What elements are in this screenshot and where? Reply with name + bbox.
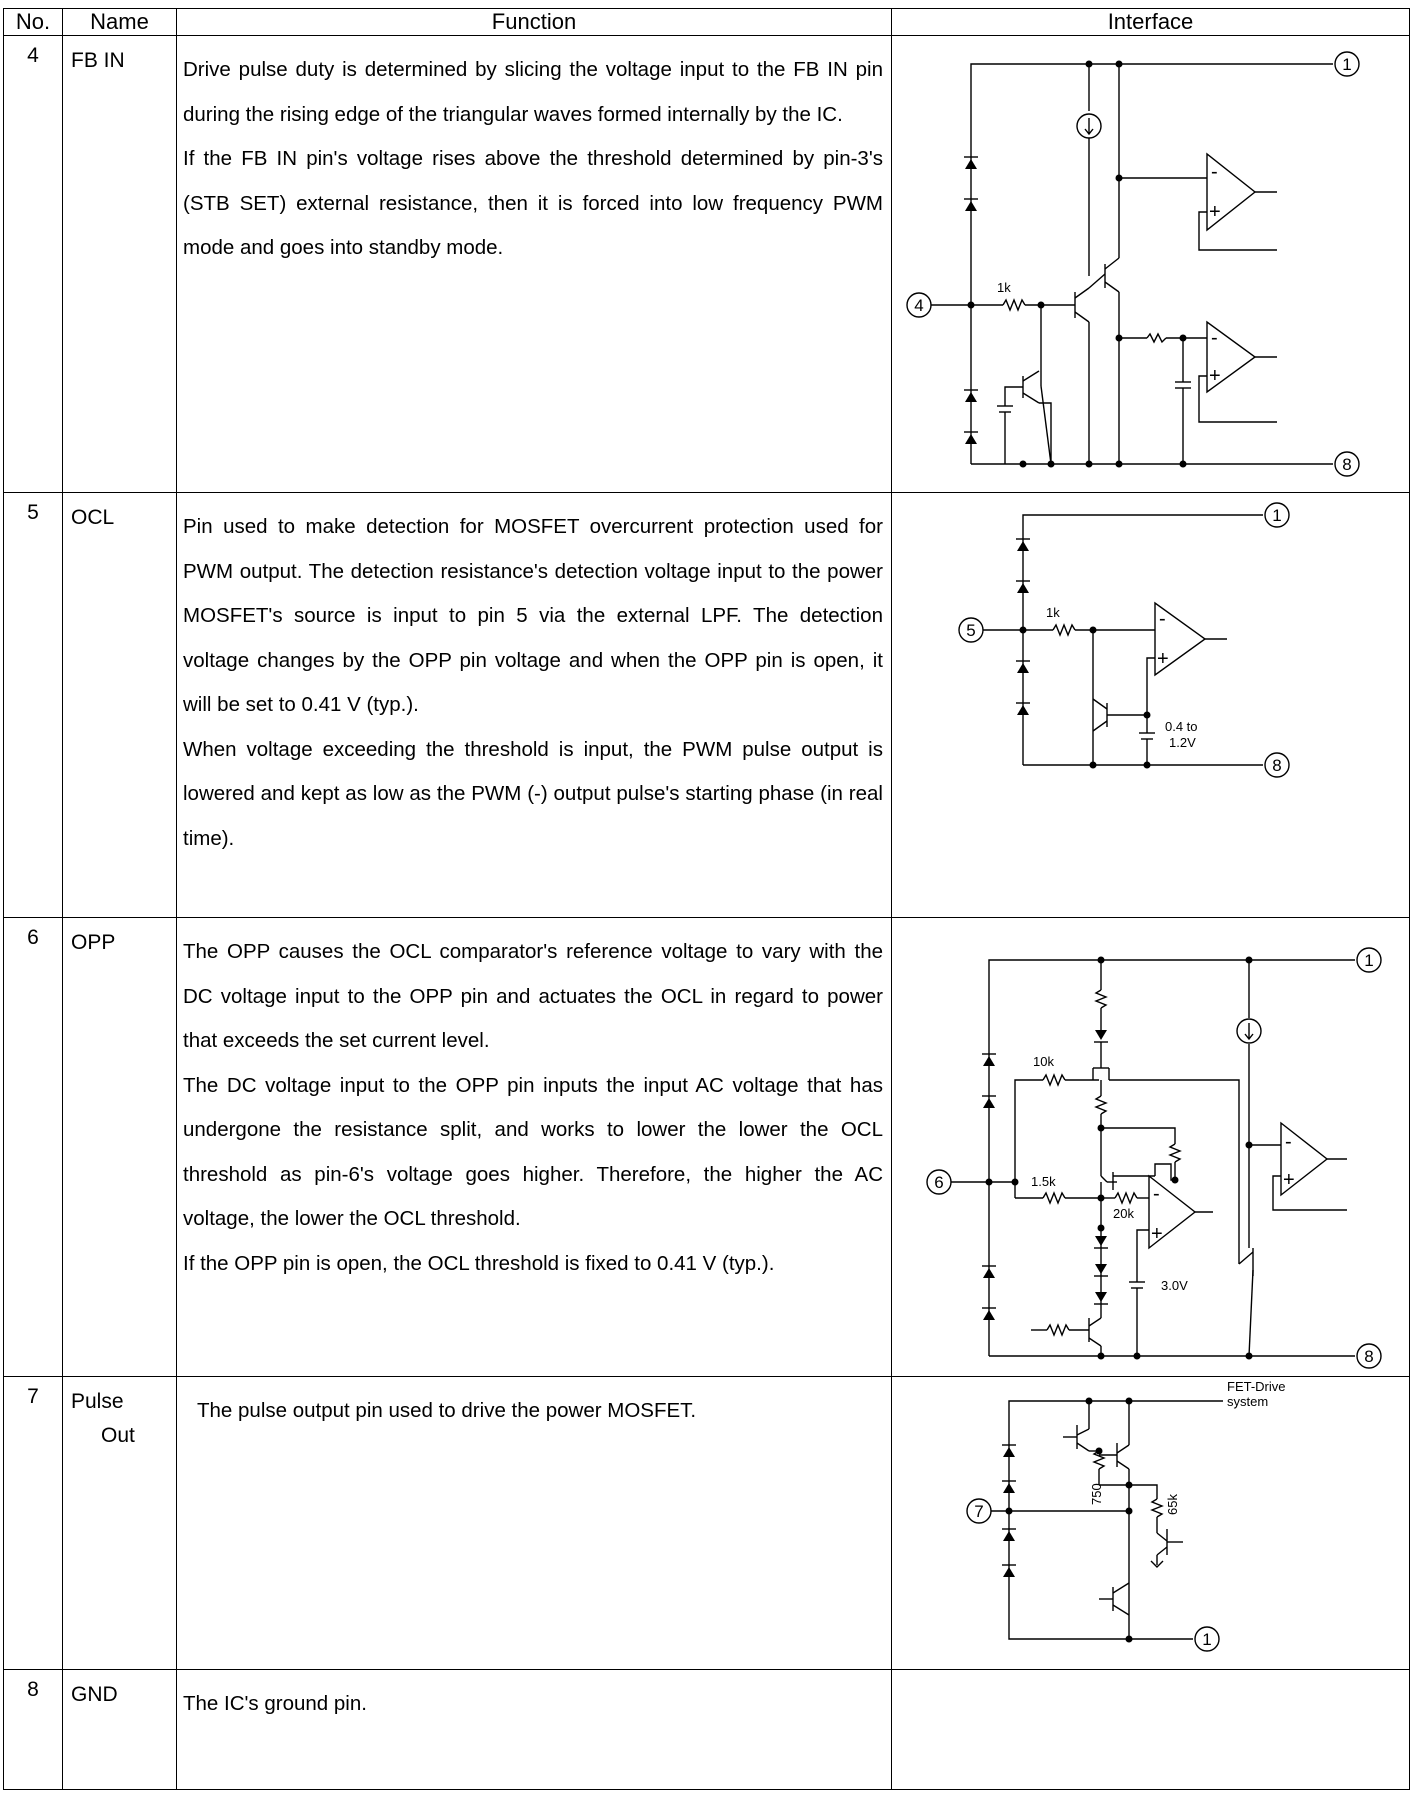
- comp-plus: +: [1209, 365, 1221, 387]
- table-row-pin-4: 4 FB IN Drive pulse duty is determined b…: [3, 35, 1410, 493]
- pin-interface: 1 8 4 1k: [891, 35, 1410, 493]
- pin-number: 8: [3, 1669, 63, 1790]
- pin-number: 4: [3, 35, 63, 493]
- comp-plus: +: [1151, 1223, 1163, 1245]
- comp-plus: +: [1283, 1169, 1295, 1191]
- ref-voltage-label: 1.2V: [1169, 735, 1196, 750]
- comp-minus: -: [1159, 608, 1166, 630]
- resistor-label: 1k: [997, 280, 1011, 295]
- pin-name: OCL: [62, 492, 177, 918]
- pin-function: The pulse output pin used to drive the p…: [176, 1376, 892, 1670]
- pin-interface: 1 8 5 1k -: [891, 492, 1410, 918]
- function-paragraph: If the FB IN pin's voltage rises above t…: [183, 147, 883, 259]
- ocl-interface-circuit: 1 8 5 1k -: [957, 502, 1290, 778]
- comp-minus: -: [1285, 1131, 1292, 1153]
- fb-in-interface-circuit: 1 8 4 1k: [905, 51, 1360, 477]
- fet-drive-label: FET-Drive: [1227, 1379, 1286, 1394]
- pin-function-table: No. Name Function Interface 4 FB IN Driv…: [3, 8, 1410, 1790]
- resistor-label-20k: 20k: [1113, 1206, 1134, 1221]
- comp-minus: -: [1153, 1183, 1160, 1205]
- pin-label-input: 4: [914, 296, 923, 315]
- pin-function: The IC's ground pin.: [176, 1669, 892, 1790]
- pin-label-bottom: 1: [1202, 1630, 1211, 1649]
- table-row-pin-8: 8 GND The IC's ground pin.: [3, 1669, 1410, 1790]
- table-row-pin-6: 6 OPP The OPP causes the OCL comparator'…: [3, 917, 1410, 1377]
- pin-name-line: OCL: [71, 506, 115, 529]
- resistor-label: 1k: [1046, 605, 1060, 620]
- function-paragraph: The IC's ground pin.: [183, 1692, 367, 1715]
- pin-interface-empty: [891, 1669, 1410, 1790]
- pin-label-top: 1: [1272, 506, 1281, 525]
- pin-label-bottom: 8: [1364, 1347, 1373, 1366]
- function-paragraph: The OPP causes the OCL comparator's refe…: [183, 940, 883, 1052]
- resistor-label-750: 750: [1089, 1483, 1104, 1505]
- pin-label-top: 1: [1364, 951, 1373, 970]
- opp-interface-circuit: 1 8 6 10k: [925, 947, 1382, 1369]
- header-interface: Interface: [891, 8, 1410, 36]
- table-header-row: No. Name Function Interface: [3, 8, 1410, 36]
- pin-name-line: Out: [101, 1424, 135, 1447]
- pin-function: The OPP causes the OCL comparator's refe…: [176, 917, 892, 1377]
- fet-drive-label: system: [1227, 1394, 1268, 1409]
- pin-name-line: OPP: [71, 931, 116, 954]
- header-no: No.: [3, 8, 63, 36]
- pin-name: FB IN: [62, 35, 177, 493]
- pin-interface: 1 8 6 10k: [891, 917, 1410, 1377]
- pulse-out-interface-circuit: FET-Drive system 7 1: [965, 1379, 1286, 1652]
- table-row-pin-5: 5 OCL Pin used to make detection for MOS…: [3, 492, 1410, 918]
- pin-number: 6: [3, 917, 63, 1377]
- pin-name-line: FB IN: [71, 49, 125, 72]
- pin-label-bottom: 8: [1272, 756, 1281, 775]
- comp-plus: +: [1209, 201, 1221, 223]
- pin-name: GND: [62, 1669, 177, 1790]
- pin-number: 7: [3, 1376, 63, 1670]
- function-paragraph: The pulse output pin used to drive the p…: [197, 1399, 697, 1422]
- function-paragraph: Pin used to make detection for MOSFET ov…: [183, 515, 883, 716]
- pin-label-bottom: 8: [1342, 455, 1351, 474]
- pin-interface: FET-Drive system 7 1: [891, 1376, 1410, 1670]
- resistor-label-65k: 65k: [1165, 1494, 1180, 1515]
- header-function: Function: [176, 8, 892, 36]
- function-paragraph: Drive pulse duty is determined by slicin…: [183, 58, 883, 126]
- resistor-label-10k: 10k: [1033, 1054, 1054, 1069]
- function-paragraph: When voltage exceeding the threshold is …: [183, 737, 883, 850]
- comp-minus: -: [1211, 327, 1218, 349]
- pin-name: OPP: [62, 917, 177, 1377]
- header-name: Name: [62, 8, 177, 36]
- pin-label-top: 1: [1342, 55, 1351, 74]
- pin-function: Pin used to make detection for MOSFET ov…: [176, 492, 892, 918]
- table-row-pin-7: 7 Pulse Out The pulse output pin used to…: [3, 1376, 1410, 1670]
- function-paragraph: If the OPP pin is open, the OCL threshol…: [183, 1251, 775, 1275]
- ref-voltage-label: 0.4 to: [1165, 719, 1198, 734]
- pin-function: Drive pulse duty is determined by slicin…: [176, 35, 892, 493]
- pin-name: Pulse Out: [62, 1376, 177, 1670]
- pin-name-line: GND: [71, 1683, 118, 1706]
- pin-label-input: 5: [966, 621, 975, 640]
- comp-plus: +: [1157, 648, 1169, 670]
- pin-label-input: 7: [974, 1502, 983, 1521]
- resistor-label-1-5k: 1.5k: [1031, 1174, 1056, 1189]
- ref-voltage-label: 3.0V: [1161, 1278, 1188, 1293]
- function-paragraph: The DC voltage input to the OPP pin inpu…: [183, 1073, 883, 1231]
- comp-minus: -: [1211, 161, 1218, 183]
- pin-name-line: Pulse: [71, 1390, 124, 1413]
- pin-number: 5: [3, 492, 63, 918]
- pin-label-input: 6: [934, 1173, 943, 1192]
